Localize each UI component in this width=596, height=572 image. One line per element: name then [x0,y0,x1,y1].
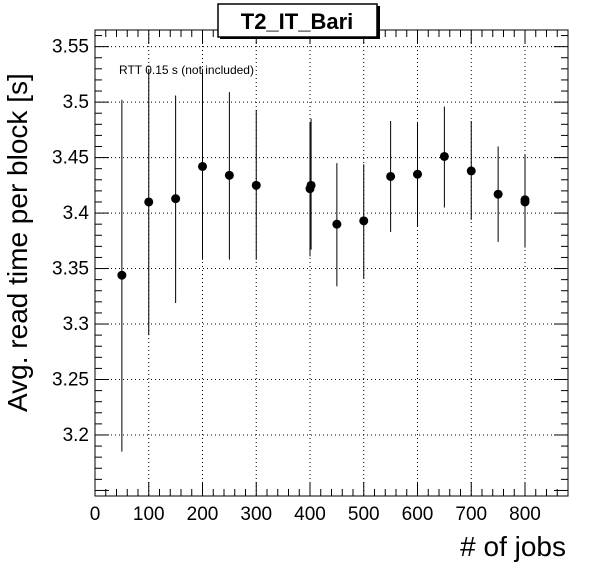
y-tick-label: 3.25 [52,370,89,391]
data-point [251,180,261,190]
y-tick-label: 3.35 [52,259,89,280]
data-point [386,171,396,181]
points-layer [117,68,530,452]
data-point [520,195,530,205]
x-tick-label: 500 [348,504,380,525]
y-tick-label: 3.4 [63,203,90,224]
x-axis-label: # of jobs [460,531,566,562]
data-point [332,219,342,229]
data-point [224,170,234,180]
chart-title: T2_IT_Bari [241,9,354,34]
x-tick-label: 300 [240,504,272,525]
title-shadow-bottom [220,37,380,39]
y-tick-label: 3.5 [63,92,89,113]
x-tick-label: 0 [90,504,101,525]
x-tick-label: 100 [133,504,165,525]
data-point [413,169,422,179]
ticks-layer: 0 100 200 300 400 500 600 700 800 3.2 3.25 3.3 3.35 3… [52,30,569,525]
title-box: T2_IT_Bari [217,3,380,39]
x-tick-label: 600 [402,504,434,525]
data-point [359,216,369,226]
data-point [198,161,207,171]
x-tick-label: 700 [455,504,487,525]
data-point [493,189,503,199]
y-axis-label: Avg. read time per block [s] [2,73,33,412]
data-point [144,197,154,207]
data-point [117,270,127,280]
y-tick-label: 3.3 [63,314,89,335]
y-tick-label: 3.2 [63,425,89,446]
grid-layer [95,30,568,496]
x-tick-label: 200 [187,504,219,525]
x-tick-label: 400 [294,504,326,525]
y-tick-label: 3.55 [52,37,89,58]
title-shadow-right [377,6,380,39]
data-point [171,194,181,204]
x-tick-label: 800 [509,504,541,525]
rtt-annotation: RTT 0.15 s (not included) [119,63,254,77]
y-tick-label: 3.45 [52,148,89,169]
data-point [439,151,449,161]
data-point [466,166,476,176]
data-point [306,180,316,190]
